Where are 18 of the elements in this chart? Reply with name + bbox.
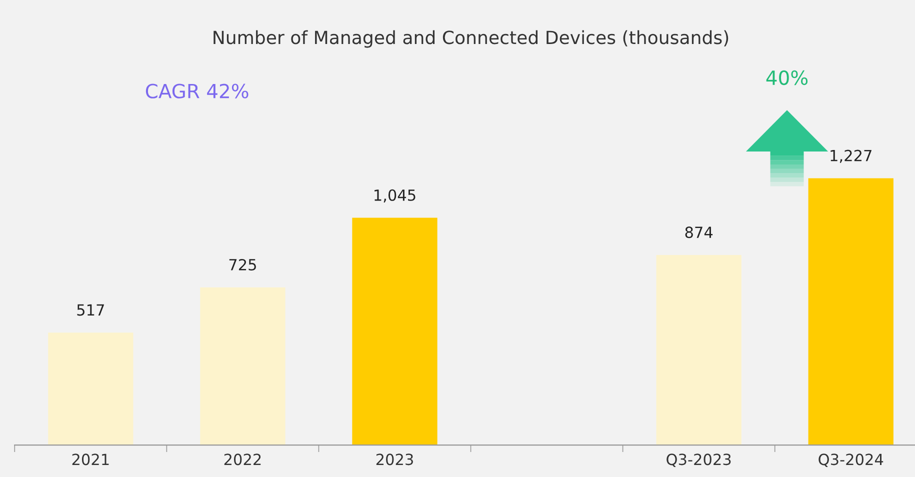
bar <box>808 178 894 446</box>
x-tick-label: Q3-2024 <box>818 454 884 467</box>
data-label: 1,045 <box>374 189 416 202</box>
chart-title: Number of Managed and Connected Devices (thousands) <box>214 30 728 48</box>
x-tick-label: 2023 <box>376 454 413 466</box>
bar <box>48 332 134 446</box>
x-tick-label: 2022 <box>224 454 261 466</box>
data-label: 1,227 <box>830 150 872 163</box>
text: 40% <box>766 70 808 86</box>
x-tick-label: 2021 <box>72 454 109 466</box>
bar <box>656 254 742 446</box>
data-label: 725 <box>229 258 256 271</box>
text: CAGR 42% <box>146 84 248 98</box>
data-label: 517 <box>77 304 104 316</box>
x-tick-label: Q3-2023 <box>666 454 731 467</box>
data-label: 874 <box>685 226 713 238</box>
bar <box>352 218 438 446</box>
bar <box>200 287 286 446</box>
